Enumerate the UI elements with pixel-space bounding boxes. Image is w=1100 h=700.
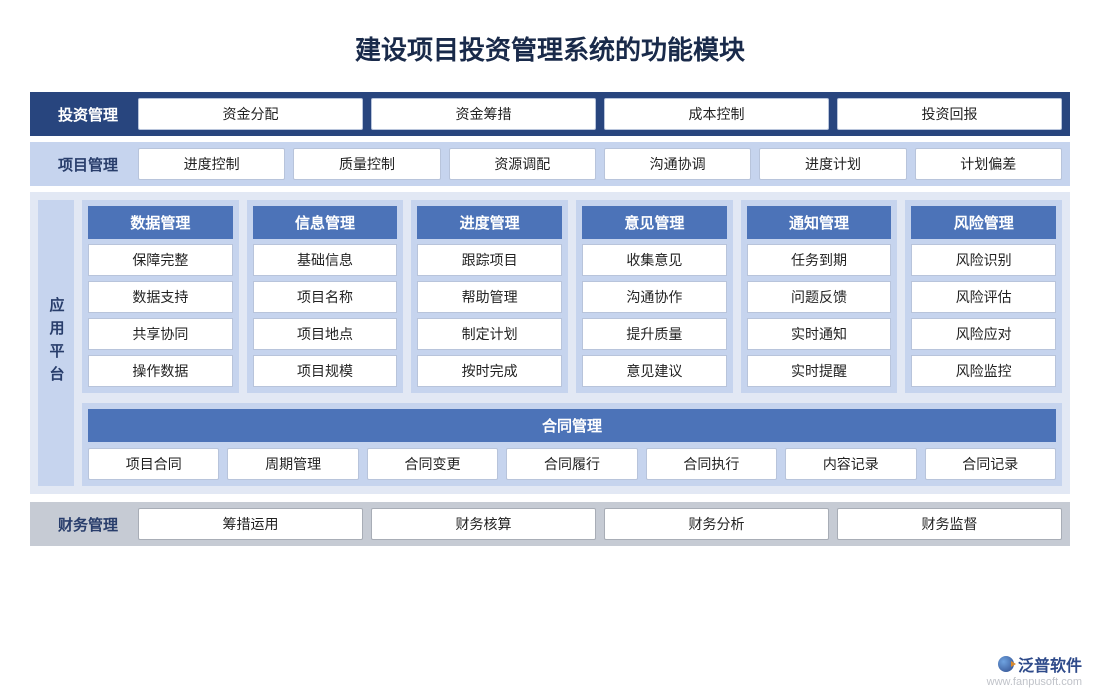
col-item: 风险识别	[911, 244, 1056, 276]
contract-item: 合同执行	[646, 448, 777, 480]
contract-header: 合同管理	[88, 409, 1056, 442]
row-project-label: 项目管理	[38, 154, 138, 175]
col-data: 数据管理 保障完整 数据支持 共享协同 操作数据	[82, 200, 239, 393]
col-opinion: 意见管理 收集意见 沟通协作 提升质量 意见建议	[576, 200, 733, 393]
col-item: 基础信息	[253, 244, 398, 276]
row-finance: 财务管理 筹措运用 财务核算 财务分析 财务监督	[30, 502, 1070, 546]
project-item: 资源调配	[449, 148, 596, 180]
col-item: 沟通协作	[582, 281, 727, 313]
col-item: 数据支持	[88, 281, 233, 313]
col-item: 项目规模	[253, 355, 398, 387]
investment-item: 成本控制	[604, 98, 829, 130]
col-item: 风险评估	[911, 281, 1056, 313]
logo-icon	[998, 656, 1014, 672]
col-header: 风险管理	[911, 206, 1056, 239]
col-header: 数据管理	[88, 206, 233, 239]
col-item: 按时完成	[417, 355, 562, 387]
col-header: 通知管理	[747, 206, 892, 239]
col-item: 共享协同	[88, 318, 233, 350]
project-item: 计划偏差	[915, 148, 1062, 180]
contract-item: 项目合同	[88, 448, 219, 480]
page-title: 建设项目投资管理系统的功能模块	[0, 0, 1100, 92]
contract-items: 项目合同 周期管理 合同变更 合同履行 合同执行 内容记录 合同记录	[88, 448, 1056, 480]
col-item: 实时提醒	[747, 355, 892, 387]
col-header: 信息管理	[253, 206, 398, 239]
project-item: 质量控制	[293, 148, 440, 180]
contract-item: 合同记录	[925, 448, 1056, 480]
contract-block: 合同管理 项目合同 周期管理 合同变更 合同履行 合同执行 内容记录 合同记录	[82, 403, 1062, 486]
col-item: 实时通知	[747, 318, 892, 350]
project-item: 进度计划	[759, 148, 906, 180]
col-item: 操作数据	[88, 355, 233, 387]
investment-item: 资金分配	[138, 98, 363, 130]
col-info: 信息管理 基础信息 项目名称 项目地点 项目规模	[247, 200, 404, 393]
row-investment-label: 投资管理	[38, 104, 138, 125]
col-risk: 风险管理 风险识别 风险评估 风险应对 风险监控	[905, 200, 1062, 393]
platform-section: 应用平台 数据管理 保障完整 数据支持 共享协同 操作数据 信息管理 基础信息 …	[30, 192, 1070, 494]
col-item: 跟踪项目	[417, 244, 562, 276]
col-item: 意见建议	[582, 355, 727, 387]
platform-body: 数据管理 保障完整 数据支持 共享协同 操作数据 信息管理 基础信息 项目名称 …	[82, 200, 1062, 486]
col-item: 风险应对	[911, 318, 1056, 350]
row-finance-label: 财务管理	[38, 514, 138, 535]
col-item: 帮助管理	[417, 281, 562, 313]
row-finance-items: 筹措运用 财务核算 财务分析 财务监督	[138, 508, 1062, 540]
watermark: 泛普软件 www.fanpusoft.com	[987, 652, 1082, 688]
watermark-url: www.fanpusoft.com	[987, 676, 1082, 688]
investment-item: 资金筹措	[371, 98, 596, 130]
col-header: 进度管理	[417, 206, 562, 239]
col-item: 收集意见	[582, 244, 727, 276]
col-header: 意见管理	[582, 206, 727, 239]
finance-item: 财务监督	[837, 508, 1062, 540]
finance-item: 财务核算	[371, 508, 596, 540]
project-item: 进度控制	[138, 148, 285, 180]
col-item: 项目名称	[253, 281, 398, 313]
col-notice: 通知管理 任务到期 问题反馈 实时通知 实时提醒	[741, 200, 898, 393]
contract-item: 合同履行	[506, 448, 637, 480]
contract-item: 合同变更	[367, 448, 498, 480]
platform-columns: 数据管理 保障完整 数据支持 共享协同 操作数据 信息管理 基础信息 项目名称 …	[82, 200, 1062, 393]
project-item: 沟通协调	[604, 148, 751, 180]
row-investment: 投资管理 资金分配 资金筹措 成本控制 投资回报	[30, 92, 1070, 136]
investment-item: 投资回报	[837, 98, 1062, 130]
row-project: 项目管理 进度控制 质量控制 资源调配 沟通协调 进度计划 计划偏差	[30, 142, 1070, 186]
platform-label: 应用平台	[38, 200, 74, 486]
finance-item: 筹措运用	[138, 508, 363, 540]
watermark-brand-text: 泛普软件	[1018, 652, 1082, 676]
col-item: 任务到期	[747, 244, 892, 276]
row-project-items: 进度控制 质量控制 资源调配 沟通协调 进度计划 计划偏差	[138, 148, 1062, 180]
col-item: 制定计划	[417, 318, 562, 350]
col-progress: 进度管理 跟踪项目 帮助管理 制定计划 按时完成	[411, 200, 568, 393]
contract-item: 周期管理	[227, 448, 358, 480]
diagram-container: 投资管理 资金分配 资金筹措 成本控制 投资回报 项目管理 进度控制 质量控制 …	[0, 92, 1100, 546]
contract-item: 内容记录	[785, 448, 916, 480]
col-item: 项目地点	[253, 318, 398, 350]
col-item: 风险监控	[911, 355, 1056, 387]
row-investment-items: 资金分配 资金筹措 成本控制 投资回报	[138, 98, 1062, 130]
watermark-brand: 泛普软件	[987, 652, 1082, 676]
col-item: 保障完整	[88, 244, 233, 276]
col-item: 问题反馈	[747, 281, 892, 313]
finance-item: 财务分析	[604, 508, 829, 540]
col-item: 提升质量	[582, 318, 727, 350]
